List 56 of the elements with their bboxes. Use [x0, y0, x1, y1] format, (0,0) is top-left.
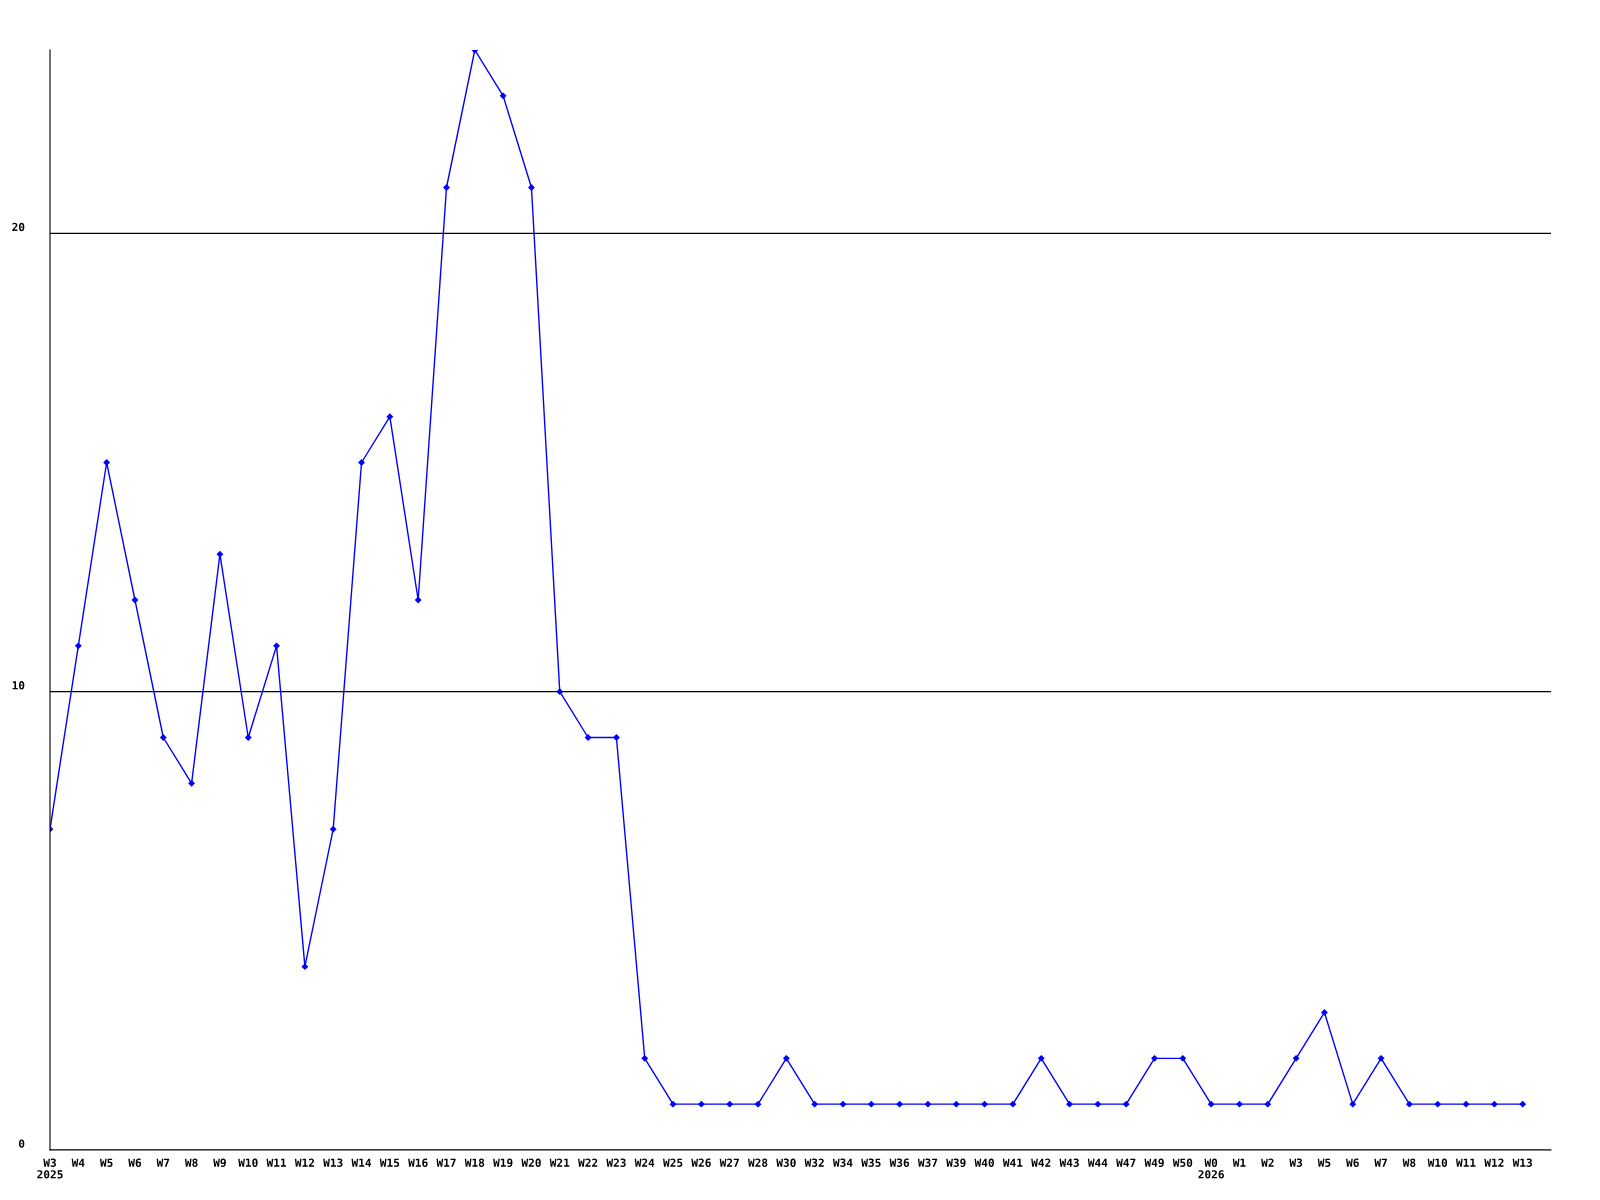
x-tick-label: W28 — [747, 1158, 768, 1167]
x-tick-label: W19 — [493, 1158, 513, 1167]
x-tick-label: W10 — [1427, 1158, 1448, 1167]
x-tick-label: W17 — [436, 1158, 456, 1167]
x-tick-label: W23 — [606, 1158, 626, 1167]
x-tick-label: W14 — [351, 1158, 372, 1167]
x-tick-label: W49 — [1144, 1158, 1164, 1167]
x-tick-label: W37 — [917, 1158, 938, 1167]
y-tick-label: 0 — [18, 1139, 25, 1148]
x-tick-label: W1 — [1232, 1158, 1246, 1167]
x-tick-label: W40 — [974, 1158, 994, 1167]
y-tick-label: 20 — [12, 222, 25, 232]
x-tick-label: W10 — [238, 1158, 258, 1167]
x-tick-label: W5 — [1317, 1158, 1331, 1167]
x-tick-label: W25 — [663, 1158, 683, 1167]
x-tick-label: W11 — [266, 1158, 287, 1167]
x-tick-label: W5 — [99, 1158, 113, 1167]
x-tick-label: W41 — [1002, 1158, 1023, 1167]
y-tick-label: 10 — [12, 681, 25, 690]
x-tick-label: W34 — [832, 1158, 853, 1167]
x-tick-label: W35 — [861, 1158, 881, 1167]
x-tick-label: W27 — [719, 1158, 739, 1167]
x-tick-label: W6 — [1346, 1158, 1359, 1167]
x-tick-label: W30 — [776, 1158, 796, 1167]
x-tick-label: W12 — [294, 1158, 314, 1167]
x-tick-label: W3 — [1289, 1158, 1303, 1167]
x-tick-label: W36 — [889, 1158, 910, 1167]
x-tick-label: W11 — [1456, 1158, 1476, 1167]
x-tick-label: W0 2026 — [1198, 1158, 1224, 1179]
x-tick-label: W21 — [549, 1158, 570, 1167]
x-tick-label: W6 — [128, 1158, 142, 1167]
x-tick-label: W18 — [464, 1158, 485, 1167]
x-tick-label: W22 — [578, 1158, 598, 1167]
x-tick-label: W3 2025 — [37, 1158, 63, 1179]
x-tick-label: W47 — [1116, 1158, 1136, 1167]
x-tick-label: W20 — [521, 1158, 541, 1167]
x-tick-label: W7 — [156, 1158, 170, 1167]
x-tick-label: W2 — [1261, 1158, 1274, 1167]
x-tick-label: W26 — [691, 1158, 711, 1167]
x-tick-label: W8 — [184, 1158, 198, 1167]
x-tick-label: W44 — [1087, 1158, 1108, 1167]
x-tick-label: W39 — [946, 1158, 966, 1167]
x-tick-label: W13 — [323, 1158, 343, 1167]
x-tick-label: W8 — [1402, 1158, 1416, 1167]
x-tick-label: W9 — [213, 1158, 226, 1167]
x-tick-label: W24 — [634, 1158, 655, 1167]
x-tick-label: W32 — [804, 1158, 824, 1167]
x-tick-label: W13 — [1512, 1158, 1532, 1167]
x-tick-label: W50 — [1172, 1158, 1193, 1167]
x-tick-label: W7 — [1374, 1158, 1387, 1167]
x-tick-label: W12 — [1484, 1158, 1504, 1167]
x-tick-label: W15 — [379, 1158, 400, 1167]
x-tick-label: W42 — [1031, 1158, 1051, 1167]
x-tick-label: W4 — [71, 1158, 85, 1167]
x-tick-label: W43 — [1059, 1158, 1079, 1167]
x-tick-label: W16 — [408, 1158, 428, 1167]
